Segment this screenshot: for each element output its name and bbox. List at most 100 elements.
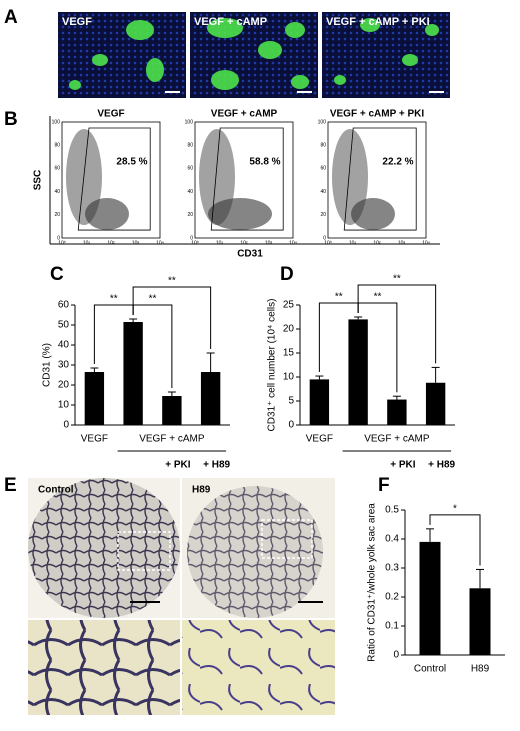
y-tick-label: 0 bbox=[393, 650, 399, 661]
flow-y-tick-label: 0 bbox=[190, 235, 193, 241]
image-label: Control bbox=[38, 485, 74, 496]
bar bbox=[162, 396, 182, 425]
y-tick-label: 0 bbox=[63, 420, 69, 431]
flow-y-tick-label: 0 bbox=[57, 235, 60, 241]
flow-x-tick-label: 10² bbox=[240, 240, 248, 246]
significance-bracket bbox=[357, 284, 437, 364]
flow-x-tick-label: 10² bbox=[373, 240, 381, 246]
group-label: VEGF + cAMP bbox=[139, 434, 205, 445]
flow-cloud bbox=[351, 198, 395, 230]
image-label: VEGF + cAMP + PKI bbox=[326, 16, 430, 28]
gate-percent: 58.8 % bbox=[249, 157, 280, 168]
flow-y-tick-label: 20 bbox=[54, 212, 60, 218]
significance-label: ** bbox=[168, 276, 176, 287]
y-tick-label: 15 bbox=[283, 348, 295, 359]
flow-y-tick-label: 80 bbox=[54, 143, 60, 149]
flow-x-tick-label: 10⁰ bbox=[324, 240, 332, 246]
y-tick-label: 5 bbox=[288, 396, 294, 407]
y-tick-label: 0.1 bbox=[385, 621, 399, 632]
gate-percent: 22.2 % bbox=[382, 157, 413, 168]
y-axis-label: CD31 (%) bbox=[42, 343, 53, 387]
image-label: VEGF + cAMP bbox=[194, 16, 267, 28]
flow-y-tick-label: 80 bbox=[320, 143, 326, 149]
y-tick-label: 60 bbox=[58, 300, 70, 311]
flow-x-tick-label: 10¹ bbox=[83, 240, 91, 246]
group-label: VEGF + cAMP bbox=[364, 434, 430, 445]
bar bbox=[348, 319, 368, 425]
bar bbox=[309, 379, 330, 425]
flow-x-tick-label: 10⁰ bbox=[191, 240, 199, 246]
bar bbox=[200, 372, 221, 425]
panel-label: F bbox=[378, 475, 390, 496]
y-tick-label: 0.5 bbox=[385, 505, 399, 516]
significance-bracket bbox=[429, 514, 481, 566]
panel-label: A bbox=[4, 7, 18, 28]
significance-label: ** bbox=[149, 294, 157, 305]
y-tick-label: 20 bbox=[283, 324, 295, 335]
flow-y-tick-label: 60 bbox=[320, 166, 326, 172]
panel-e-images bbox=[28, 478, 335, 715]
flow-y-tick-label: 60 bbox=[187, 166, 193, 172]
y-tick-label: 20 bbox=[58, 380, 70, 391]
flow-x-tick-label: 10¹ bbox=[349, 240, 357, 246]
significance-label: ** bbox=[110, 294, 118, 305]
flow-y-tick-label: 40 bbox=[187, 189, 193, 195]
flow-x-tick-label: 10⁴ bbox=[156, 240, 164, 246]
flow-y-tick-label: 100 bbox=[185, 119, 194, 125]
bar bbox=[387, 399, 407, 425]
flow-x-tick-label: 10³ bbox=[398, 240, 406, 246]
y-tick-label: 0 bbox=[288, 420, 294, 431]
significance-label: ** bbox=[393, 274, 401, 285]
bar bbox=[123, 322, 143, 425]
significance-bracket bbox=[132, 286, 212, 349]
flow-y-tick-label: 0 bbox=[323, 235, 326, 241]
flow-y-tick-label: 40 bbox=[320, 189, 326, 195]
flow-y-label: SSC bbox=[33, 170, 44, 191]
x-tick-label: Control bbox=[414, 664, 446, 675]
y-tick-label: 0.3 bbox=[385, 563, 399, 574]
x-tick-label: VEGF bbox=[306, 434, 333, 445]
panel-label: C bbox=[50, 264, 64, 285]
bar bbox=[469, 588, 491, 655]
flow-x-tick-label: 10⁴ bbox=[289, 240, 297, 246]
flow-cloud bbox=[208, 198, 272, 230]
flow-x-tick-label: 10¹ bbox=[216, 240, 224, 246]
x-tick-label: + PKI bbox=[390, 460, 416, 471]
flow-x-tick-label: 10³ bbox=[265, 240, 273, 246]
x-tick-label: H89 bbox=[471, 664, 490, 675]
x-tick-label: + PKI bbox=[165, 460, 191, 471]
flow-y-tick-label: 60 bbox=[54, 166, 60, 172]
flow-title: VEGF bbox=[97, 109, 124, 120]
y-tick-label: 25 bbox=[283, 300, 295, 311]
flow-y-tick-label: 100 bbox=[52, 119, 61, 125]
flow-x-tick-label: 10³ bbox=[132, 240, 140, 246]
y-tick-label: 40 bbox=[58, 340, 70, 351]
flow-title: VEGF + cAMP + PKI bbox=[330, 109, 425, 120]
flow-y-tick-label: 20 bbox=[187, 212, 193, 218]
flow-y-tick-label: 100 bbox=[318, 119, 327, 125]
y-axis-label: Ratio of CD31⁺/whole yolk sac area bbox=[367, 503, 378, 662]
flow-gate bbox=[77, 127, 151, 231]
image-label: VEGF bbox=[62, 16, 92, 28]
y-tick-label: 50 bbox=[58, 320, 70, 331]
y-axis-label: CD31⁺ cell number (10⁴ cells) bbox=[267, 299, 278, 432]
flow-gate bbox=[343, 127, 417, 231]
y-tick-label: 30 bbox=[58, 360, 70, 371]
flow-y-tick-label: 20 bbox=[320, 212, 326, 218]
bar bbox=[425, 382, 446, 425]
flow-cloud bbox=[85, 198, 129, 230]
panel-a-images bbox=[58, 12, 450, 98]
flow-gate bbox=[210, 127, 284, 231]
y-tick-label: 0.2 bbox=[385, 592, 399, 603]
flow-y-tick-label: 80 bbox=[187, 143, 193, 149]
panel-label: B bbox=[4, 109, 18, 130]
x-tick-label: + H89 bbox=[428, 460, 455, 471]
significance-label: * bbox=[453, 503, 457, 514]
image-label: H89 bbox=[192, 485, 211, 496]
significance-label: ** bbox=[374, 292, 382, 303]
flow-y-tick-label: 40 bbox=[54, 189, 60, 195]
x-tick-label: VEGF bbox=[81, 434, 108, 445]
gate-percent: 28.5 % bbox=[116, 157, 147, 168]
x-tick-label: + H89 bbox=[203, 460, 230, 471]
